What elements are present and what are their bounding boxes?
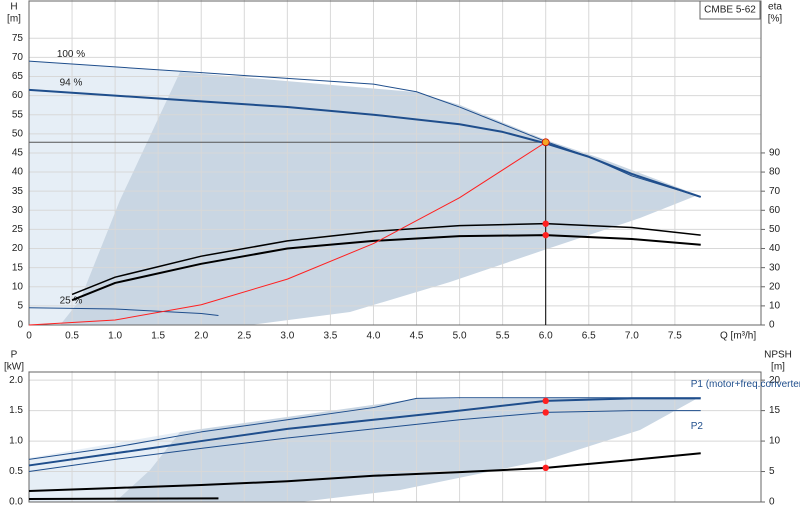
x-tick-label: 6.5 (582, 331, 596, 342)
y2-label: NPSH (764, 350, 792, 361)
y2-tick-label: 80 (769, 167, 781, 178)
y-unit: [kW] (4, 362, 24, 373)
x-tick-label: 6.0 (539, 331, 553, 342)
x-tick-label: 2.5 (237, 331, 251, 342)
title-box (699, 0, 761, 20)
y-tick-label: 70 (12, 52, 24, 63)
chart-title: CMBE 5-62 (704, 5, 756, 16)
series-label: 100 % (57, 49, 85, 60)
x-tick-label: 4.5 (410, 331, 424, 342)
curve (28, 141, 546, 326)
y2-tick-label: 5 (769, 466, 775, 477)
y2-tick-label: 60 (769, 205, 781, 216)
series-label: P2 (691, 421, 704, 432)
duty-point (542, 409, 549, 416)
y-tick-label: 20 (12, 243, 24, 254)
x-tick-label: 1.0 (108, 331, 122, 342)
duty-point (542, 397, 549, 405)
y2-tick-label: 20 (769, 281, 781, 292)
y-unit: [m] (7, 14, 21, 25)
y-tick-label: 60 (12, 90, 24, 101)
y-label: H (10, 2, 17, 13)
y-tick-label: 0.0 (9, 497, 23, 508)
duty-point (542, 464, 549, 472)
y-tick-label: 10 (12, 281, 24, 292)
x-tick-label: 4.0 (367, 331, 381, 342)
x-tick-label: 5.0 (453, 331, 467, 342)
y-tick-label: 75 (12, 33, 24, 44)
y-tick-label: 2.0 (9, 375, 23, 386)
y-tick-label: 55 (12, 109, 24, 120)
y2-tick-label: 0 (769, 497, 775, 508)
y2-label: eta (768, 2, 782, 13)
y-tick-label: 0 (17, 320, 23, 331)
y2-tick-label: 10 (769, 436, 781, 447)
x-tick-label: 0.5 (65, 331, 79, 342)
plot-layer: 0 0.5 1.0 1.5 2.0 2.5 3.0 3.5 4.0 4.5 5.0 5.5 6.0 6.5… (9, 0, 800, 508)
x-tick-label: 2.0 (194, 331, 208, 342)
y-tick-label: 30 (12, 205, 24, 216)
y-tick-label: 50 (12, 128, 24, 139)
x-tick-label: 5.5 (496, 331, 510, 342)
curve (28, 307, 219, 316)
y2-tick-label: 40 (769, 243, 781, 254)
y2-tick-label: 70 (769, 186, 781, 197)
y2-tick-label: 0 (769, 320, 775, 331)
y-tick-label: 35 (12, 186, 24, 197)
plot-frame (28, 0, 762, 326)
x-tick-label: 3.5 (323, 331, 337, 342)
y2-tick-label: 10 (769, 301, 781, 312)
y2-tick-label: 20 (769, 375, 781, 386)
x-tick-label: 0 (26, 331, 32, 342)
curve (28, 452, 701, 493)
y2-unit: [m] (771, 362, 785, 373)
y-tick-label: 0.5 (9, 466, 23, 477)
operating-point (541, 138, 550, 147)
curve (71, 222, 701, 296)
light-region (29, 61, 180, 325)
series-label: 94 % (60, 77, 83, 88)
y-label: P (11, 350, 18, 361)
y-tick-label: 45 (12, 148, 24, 159)
y-tick-label: 1.0 (9, 436, 23, 447)
plot-frame (28, 371, 762, 503)
curve (28, 88, 702, 198)
y2-tick-label: 15 (769, 405, 781, 416)
x-tick-label: 3.0 (280, 331, 294, 342)
y2-tick-label: 30 (769, 262, 781, 273)
curve (28, 397, 701, 460)
y2-tick-label: 50 (769, 224, 781, 235)
x-tick-label: 1.5 (151, 331, 165, 342)
curve (71, 234, 701, 302)
curve (28, 397, 701, 467)
y-tick-label: 65 (12, 71, 24, 82)
y-tick-label: 40 (12, 167, 24, 178)
series-label: P1 (motor+freq.converter) (691, 379, 800, 390)
y-tick-label: 25 (12, 224, 24, 235)
duty-point (542, 220, 549, 227)
duty-point (542, 231, 549, 239)
x-tick-label: 7.5 (668, 331, 682, 342)
curve (28, 497, 219, 500)
curve (28, 410, 701, 473)
y2-unit: [%] (768, 14, 783, 25)
x-tick-label: 7.0 (625, 331, 639, 342)
series-label: 25 % (60, 295, 83, 306)
y-tick-label: 1.5 (9, 405, 23, 416)
x-label: Q [m³/h] (720, 331, 756, 342)
y2-tick-label: 90 (769, 148, 781, 159)
y-tick-label: 5 (17, 301, 23, 312)
operating-region (60, 72, 698, 325)
y-tick-label: 15 (12, 262, 24, 273)
